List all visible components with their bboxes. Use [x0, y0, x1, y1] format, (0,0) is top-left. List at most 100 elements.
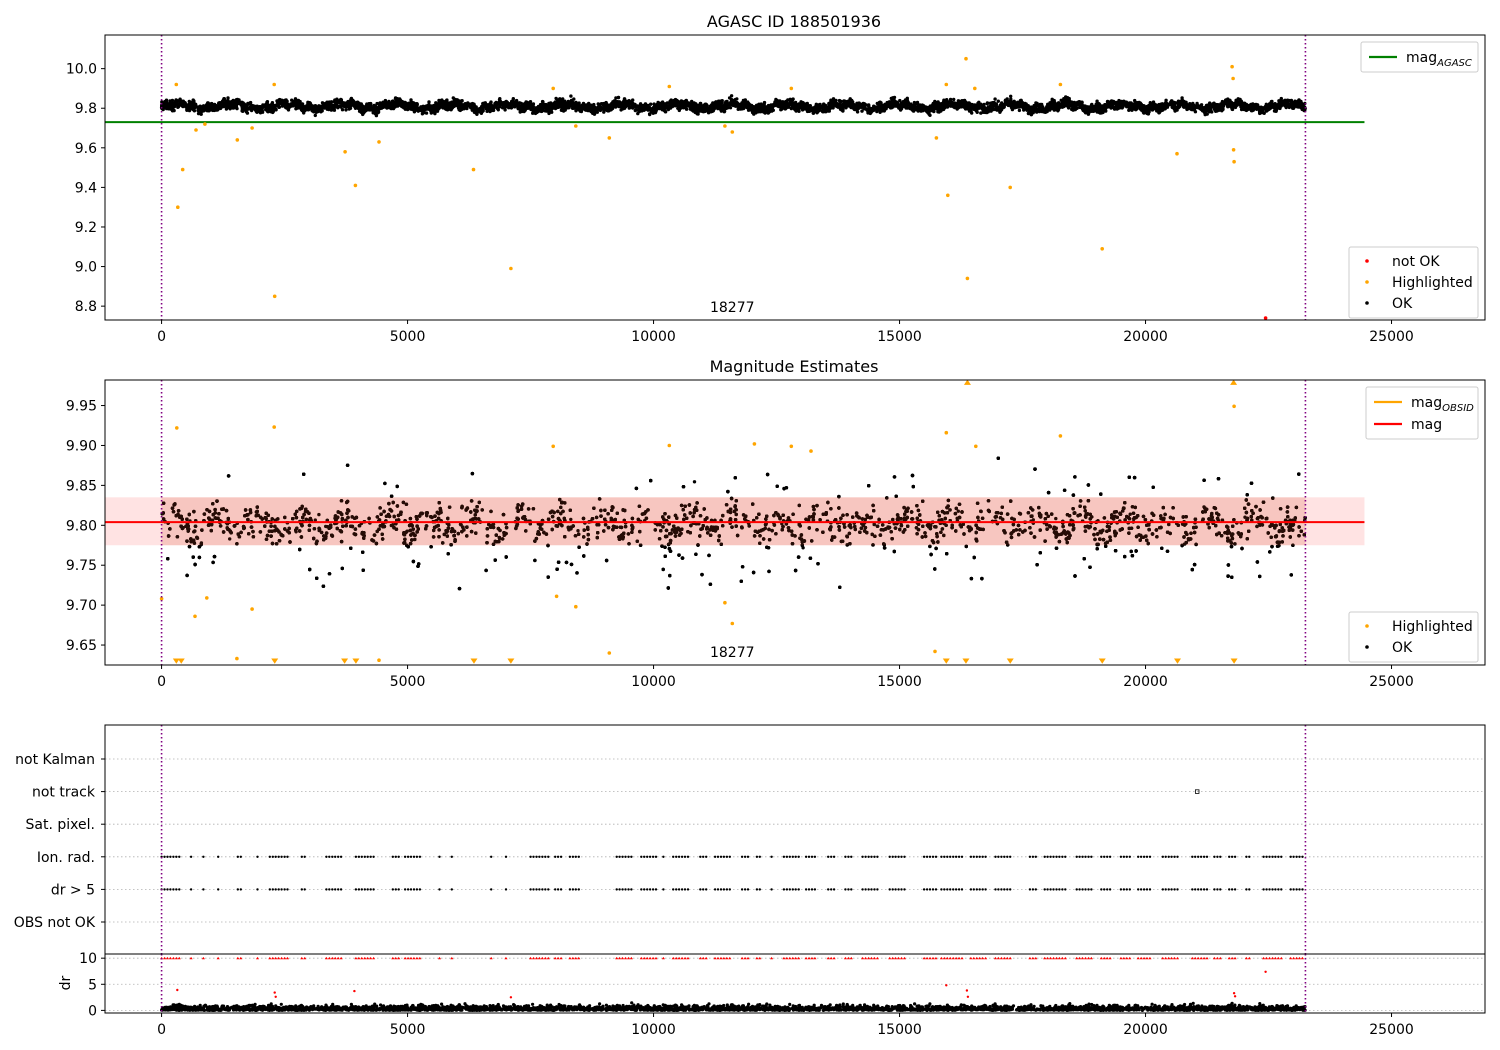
ok-point — [563, 105, 568, 110]
ok-point — [186, 104, 190, 109]
ok-point — [1115, 104, 1119, 108]
ok-point — [828, 106, 832, 111]
ok-point — [313, 113, 317, 118]
ok-point — [290, 98, 294, 102]
ok-point — [1065, 101, 1069, 105]
ok-point — [1249, 108, 1254, 113]
ok-point — [1140, 108, 1144, 112]
ok-point — [751, 105, 756, 109]
ok-point — [190, 100, 195, 104]
ok-point — [1079, 104, 1083, 109]
ok-point — [607, 108, 611, 113]
ok-point — [195, 105, 200, 109]
ok-point — [679, 100, 684, 104]
ok-point — [577, 103, 581, 108]
ok-point — [402, 102, 406, 106]
agasc-panel-title: AGASC ID 188501936 — [707, 12, 881, 31]
ok-point — [875, 109, 879, 114]
ok-point — [1154, 104, 1158, 109]
ok-point — [751, 110, 755, 114]
ok-point — [684, 107, 689, 111]
ok-point — [511, 97, 515, 101]
ok-point — [294, 107, 298, 111]
ok-point — [1236, 97, 1240, 101]
ok-point — [1170, 102, 1175, 106]
ok-point — [649, 102, 653, 106]
ok-point — [1062, 97, 1067, 101]
ok-point — [767, 110, 772, 114]
ok-point — [734, 104, 738, 108]
ok-point — [444, 99, 448, 103]
ok-point — [1065, 96, 1070, 100]
ok-point — [1035, 110, 1039, 114]
ok-point — [1017, 108, 1022, 113]
ok-point — [260, 109, 264, 113]
ok-point — [347, 102, 351, 107]
ok-point — [374, 104, 378, 109]
ok-point — [937, 110, 941, 114]
ok-point — [176, 99, 180, 103]
ok-point — [486, 103, 490, 107]
ok-point — [883, 104, 888, 109]
ok-point — [920, 105, 924, 109]
ok-point — [1111, 99, 1116, 104]
ok-point — [823, 105, 828, 109]
ok-point — [438, 100, 443, 104]
ok-point — [445, 105, 449, 109]
ok-point — [610, 106, 614, 111]
ok-point — [963, 107, 968, 111]
ok-point — [835, 104, 839, 108]
ok-point — [235, 106, 239, 111]
ok-point — [1134, 101, 1139, 105]
ok-point — [1195, 101, 1199, 106]
ok-point — [1191, 105, 1195, 109]
ok-point — [1109, 102, 1113, 106]
ok-point — [895, 104, 900, 108]
ok-point — [561, 109, 566, 113]
ok-point — [1253, 105, 1257, 110]
ok-point — [848, 100, 852, 105]
ok-point — [325, 107, 329, 111]
ok-point — [1034, 104, 1038, 108]
ok-point — [985, 101, 990, 105]
ok-point — [1059, 98, 1063, 103]
ok-point — [1220, 103, 1224, 107]
ok-point — [209, 104, 214, 109]
ok-point — [898, 108, 903, 112]
ok-point — [622, 97, 627, 101]
ok-point — [701, 110, 706, 114]
ok-point — [491, 108, 496, 113]
ok-points — [159, 94, 1307, 118]
ok-point — [1009, 97, 1013, 101]
ok-point — [867, 104, 871, 109]
ok-point — [412, 110, 417, 114]
ok-point — [952, 97, 956, 102]
ok-point — [879, 105, 883, 109]
ok-point — [921, 109, 925, 113]
ok-point — [1173, 109, 1177, 113]
ok-point — [547, 107, 551, 111]
ok-point — [1117, 98, 1121, 103]
ok-point — [462, 105, 466, 110]
ok-point — [466, 101, 470, 105]
ok-point — [1166, 102, 1171, 107]
ok-point — [187, 99, 191, 104]
ok-point — [765, 107, 769, 111]
ok-point — [481, 101, 486, 106]
ok-point — [191, 107, 195, 111]
ok-point — [948, 97, 953, 102]
ok-point — [1186, 104, 1191, 108]
ok-point — [938, 105, 942, 110]
ok-point — [1127, 101, 1132, 105]
ok-point — [611, 102, 615, 106]
ok-point — [337, 99, 341, 103]
ok-point — [681, 105, 686, 109]
ok-point — [320, 109, 324, 113]
ok-point — [840, 104, 844, 109]
ok-point — [986, 105, 991, 109]
ok-point — [595, 108, 600, 112]
ok-point — [805, 109, 810, 114]
ok-point — [905, 96, 909, 101]
ok-point — [1141, 104, 1146, 108]
